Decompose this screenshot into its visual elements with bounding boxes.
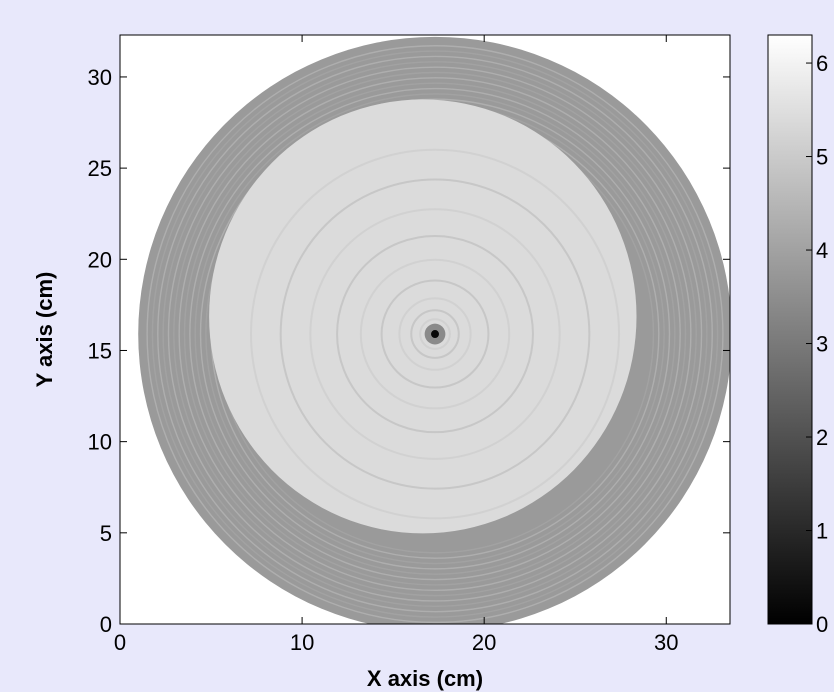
x-tick-label: 20 xyxy=(472,630,496,655)
colorbar-tick-label: 3 xyxy=(816,332,828,357)
y-tick-label: 0 xyxy=(100,612,112,637)
outer-ring-striation xyxy=(194,93,676,575)
y-tick-label: 25 xyxy=(88,156,112,181)
colorbar-tick-label: 1 xyxy=(816,519,828,544)
y-tick-label: 10 xyxy=(88,430,112,455)
x-tick-label: 0 xyxy=(114,630,126,655)
outer-ring-striation xyxy=(173,71,697,597)
x-tick-label: 30 xyxy=(654,630,678,655)
colorbar-tick-label: 4 xyxy=(816,238,828,263)
concentric-ring xyxy=(336,234,534,434)
concentric-ring xyxy=(279,178,591,490)
concentric-ring xyxy=(419,318,451,350)
concentric-ring xyxy=(249,148,621,520)
colorbar-gradient xyxy=(767,34,813,625)
y-tick-label: 30 xyxy=(88,65,112,90)
colorbar-tick-label: 5 xyxy=(816,145,828,170)
outer-ring-striation xyxy=(183,82,687,586)
x-axis: 0 10 20 30 xyxy=(114,35,679,655)
colorbar: 0 1 2 3 4 5 6 xyxy=(767,34,828,637)
heatmap-image xyxy=(138,36,730,624)
sample-inner-region xyxy=(209,99,637,534)
colorbar-tick-label: 6 xyxy=(816,51,828,76)
outer-ring-striation xyxy=(146,45,724,624)
colorbar-tick-label: 2 xyxy=(816,425,828,450)
outer-ring-striation xyxy=(189,87,681,581)
outer-ring-striation xyxy=(167,66,703,602)
outer-ring-striation xyxy=(151,50,719,618)
x-tick-label: 10 xyxy=(290,630,314,655)
x-axis-label: X axis (cm) xyxy=(367,666,483,691)
central-defect xyxy=(431,330,440,339)
outer-ring-striation xyxy=(157,55,713,613)
concentric-ring xyxy=(380,279,490,389)
axes-frame xyxy=(119,34,731,625)
y-axis-label: Y axis (cm) xyxy=(32,272,57,388)
concentric-ring xyxy=(359,258,511,410)
y-tick-label: 15 xyxy=(88,338,112,363)
y-tick-label: 20 xyxy=(88,247,112,272)
outer-ring-striation xyxy=(162,61,708,608)
concentric-ring xyxy=(410,309,460,359)
outer-ring-striation xyxy=(199,98,671,570)
outer-ring-striation xyxy=(178,77,692,591)
y-axis: 0 5 10 15 20 25 30 xyxy=(88,65,730,637)
concentric-ring xyxy=(398,297,472,371)
concentric-ring xyxy=(309,208,561,460)
y-tick-label: 5 xyxy=(100,521,112,546)
colorbar-ticks: 0 1 2 3 4 5 6 xyxy=(806,51,828,637)
colorbar-tick-label: 0 xyxy=(816,612,828,637)
